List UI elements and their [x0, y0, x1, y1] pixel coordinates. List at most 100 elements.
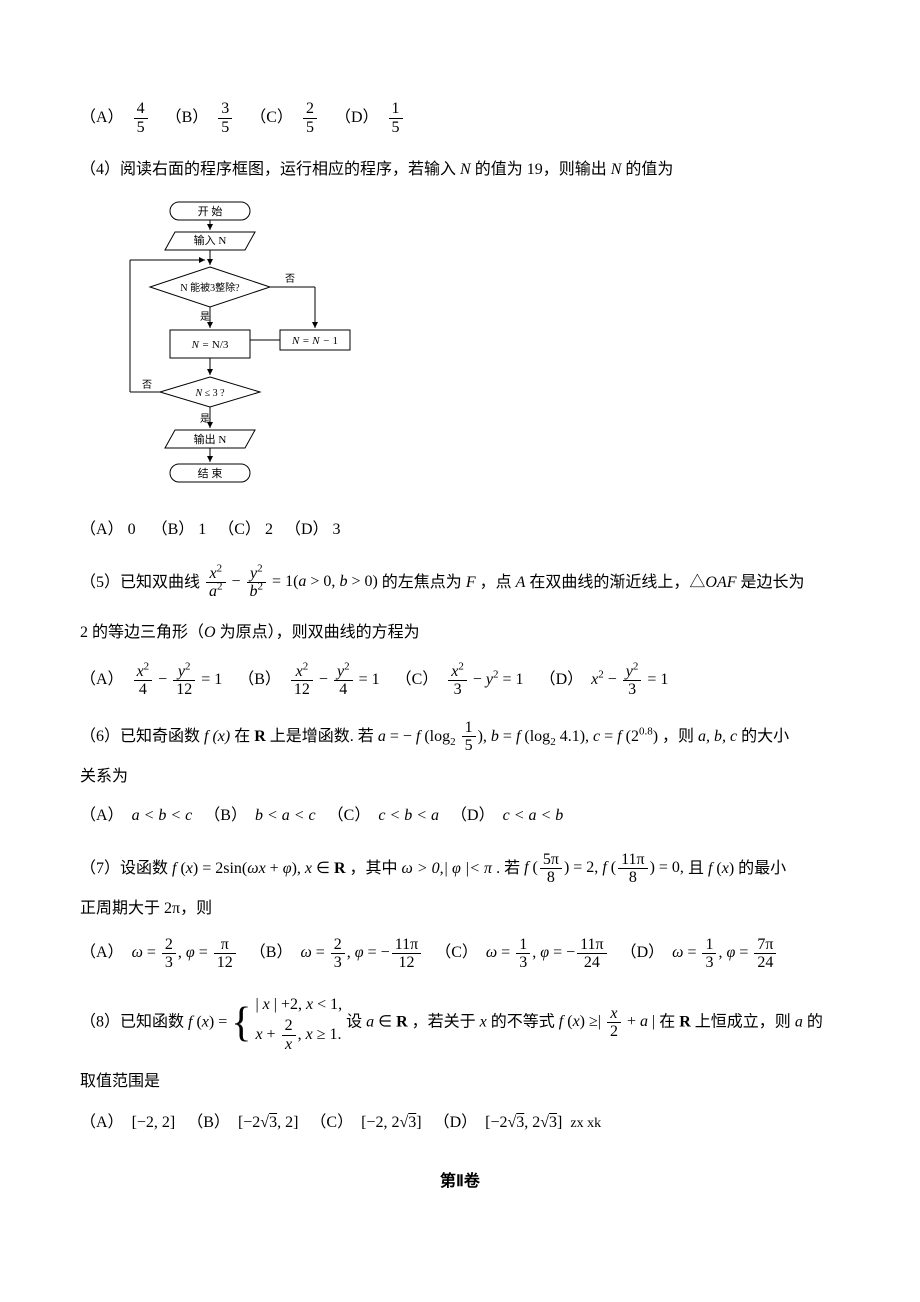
svg-text:否: 否 [142, 379, 152, 391]
svg-text:N ≤ 3 ?: N ≤ 3 ? [194, 388, 225, 399]
q6-R: R [254, 728, 266, 745]
svg-text:N = N − 1: N = N − 1 [291, 335, 338, 347]
frac-d: 15 [389, 100, 403, 136]
frac-b: 35 [218, 100, 232, 136]
q4-options: （A）0 （B）1 （C）2 （D）3 [80, 516, 840, 545]
q6-oc: c < b < a [378, 807, 439, 824]
q4-opt-c-label: （C） [218, 521, 261, 538]
q4-suffix: 的值为 [621, 161, 673, 178]
option-label-b: （B） [166, 109, 209, 126]
q8-aR: a ∈ R [366, 1013, 408, 1030]
q5-lb: （B） [238, 671, 281, 688]
q6-abc: a, b, c [698, 728, 737, 745]
q5-O: O [204, 624, 216, 641]
q8-lb: （B） [187, 1114, 230, 1131]
question-5: （5）已知双曲线 x2a2 − y2b2 = 1(a > 0, b > 0) 的… [80, 565, 840, 699]
q8-t1: 设 [346, 1013, 362, 1030]
q6-t4: 的大小 [741, 728, 789, 745]
q7-options: （A） ω = 23, φ = π12 （B） ω = 23, φ = −11π… [80, 936, 840, 972]
q4-text: （4）阅读右面的程序框图，运行相应的程序，若输入 N 的值为 19，则输出 N … [80, 156, 840, 185]
svg-text:N = N/3: N = N/3 [191, 339, 229, 351]
q8-ld: （D） [434, 1114, 478, 1131]
q4-var1: N [460, 161, 471, 178]
q6-prefix: （6）已知奇函数 [80, 728, 200, 745]
q8-a: a [795, 1013, 803, 1030]
q6-line1: （6）已知奇函数 f (x) 在 R 上是增函数. 若 a = − f (log… [80, 719, 840, 755]
q7-line2: 正周期大于 2π，则 [80, 895, 840, 924]
q8-od: [−2√3, 2√3] [485, 1114, 562, 1131]
q8-oc: [−2, 2√3] [361, 1114, 421, 1131]
flowchart-svg: 开 始 输入 N N 能被3整除? 是 否 N = N/3 N = N − 1 [120, 200, 380, 490]
svg-text:是: 是 [200, 413, 210, 425]
option-label-a: （A） [80, 109, 124, 126]
q4-opt-a: 0 [128, 521, 136, 538]
q6-lc: （C） [328, 807, 371, 824]
q8-oa: [−2, 2] [132, 1114, 176, 1131]
q5-F: F [466, 573, 476, 590]
flowchart: 开 始 输入 N N 能被3整除? 是 否 N = N/3 N = N − 1 [120, 200, 840, 501]
q4-prefix: （4）阅读右面的程序框图，运行相应的程序，若输入 [80, 161, 460, 178]
question-8: （8）已知函数 f (x) = { | x | +2, x < 1, x + 2… [80, 992, 840, 1138]
q8-t6: 的 [807, 1013, 823, 1030]
q8-suffix: zx xk [570, 1116, 601, 1131]
q5-l2p: 2 的等边三角形（ [80, 624, 204, 641]
q6-t1: 在 [234, 728, 250, 745]
q8-t3: 的不等式 [491, 1013, 555, 1030]
svg-text:N 能被3整除?: N 能被3整除? [180, 281, 240, 294]
frac-c: 25 [303, 100, 317, 136]
q5-mid: 的左焦点为 [382, 573, 462, 590]
q8-x: x [480, 1013, 487, 1030]
svg-text:结 束: 结 束 [198, 467, 223, 480]
frac-a: 45 [134, 100, 148, 136]
q4-opt-d-label: （D） [285, 521, 329, 538]
q4-mid: 的值为 19，则输出 [471, 161, 611, 178]
q5-options: （A） x24 − y212 = 1 （B） x212 − y24 = 1 （C… [80, 663, 840, 699]
svg-text:否: 否 [285, 273, 295, 285]
q5-line1: （5）已知双曲线 x2a2 − y2b2 = 1(a > 0, b > 0) 的… [80, 565, 840, 601]
q5-l2s: 为原点），则双曲线的方程为 [216, 624, 420, 641]
q8-t4: 在 [659, 1013, 675, 1030]
q8-ob: [−2√3, 2] [238, 1114, 298, 1131]
q7-ob: ω = 23, φ = −11π12 [300, 944, 423, 961]
q4-var2: N [611, 161, 622, 178]
q7-ld: （D） [621, 944, 665, 961]
q7-t2: . 若 [496, 859, 520, 876]
brace-icon: { [231, 1000, 251, 1046]
q6-line2: 关系为 [80, 763, 840, 792]
q6-t3: ，则 [662, 728, 694, 745]
q7-oc: ω = 13, φ = −11π24 [486, 944, 609, 961]
q7-cond: ω > 0,| φ |< π [402, 859, 493, 876]
svg-text:开 始: 开 始 [198, 204, 223, 218]
q8-options: （A） [−2, 2] （B） [−2√3, 2] （C） [−2, 2√3] … [80, 1109, 840, 1138]
svg-text:输入 N: 输入 N [194, 233, 227, 247]
q7-fx: f (x) = 2sin(ωx + φ), x ∈ R [172, 859, 345, 876]
q4-opt-b-label: （B） [152, 521, 195, 538]
q8-t5: 上恒成立，则 [695, 1013, 791, 1030]
q4-opt-d: 3 [333, 521, 341, 538]
q5-line2: 2 的等边三角形（O 为原点），则双曲线的方程为 [80, 619, 840, 648]
q7-t4: 的最小 [738, 859, 786, 876]
question-4: （4）阅读右面的程序框图，运行相应的程序，若输入 N 的值为 19，则输出 N … [80, 156, 840, 544]
q7-fx2: f (x) [708, 859, 734, 876]
q6-od: c < a < b [503, 807, 564, 824]
q7-vals: f (5π8) = 2, f (11π8) = 0, [524, 859, 684, 876]
q6-fx: f (x) [204, 728, 230, 745]
q5-ld: （D） [540, 671, 584, 688]
option-label-c: （C） [250, 109, 293, 126]
q8-ineq: f (x) ≥| x2 + a | [559, 1013, 655, 1030]
q8-R2: R [679, 1013, 691, 1030]
q5-opta: x24 − y212 = 1 [132, 671, 227, 688]
q7-t1: ，其中 [350, 859, 398, 876]
q5-t3: 在双曲线的渐近线上，△ [529, 573, 705, 590]
q7-lb: （B） [250, 944, 293, 961]
svg-text:是: 是 [200, 311, 210, 323]
q7-prefix: （7）设函数 [80, 859, 168, 876]
q7-t3: 且 [688, 859, 704, 876]
q6-t2: 上是增函数. 若 [270, 728, 374, 745]
q4-opt-c: 2 [265, 521, 273, 538]
question-7: （7）设函数 f (x) = 2sin(ωx + φ), x ∈ R ，其中 ω… [80, 851, 840, 972]
q6-oa: a < b < c [132, 807, 193, 824]
q5-t2: ，点 [480, 573, 512, 590]
question-3-options: （A） 45 （B） 35 （C） 25 （D） 15 [80, 100, 840, 136]
q6-la: （A） [80, 807, 124, 824]
